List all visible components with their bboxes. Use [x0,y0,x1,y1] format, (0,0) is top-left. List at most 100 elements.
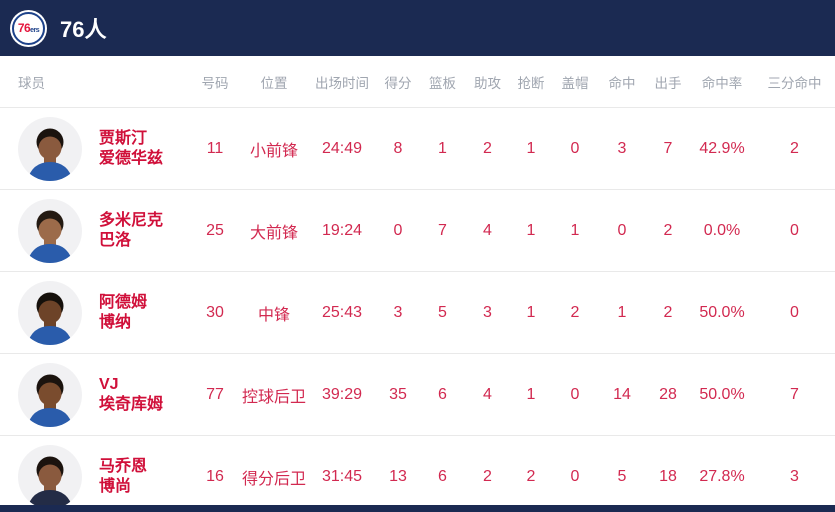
stat-rebounds: 5 [438,303,447,321]
stat-fga: 7 [663,139,673,157]
player-avatar [18,198,82,263]
column-blocks: 盖帽 [561,75,589,91]
player-name: 贾斯汀 爱德华兹 [99,129,164,167]
stat-fga: 2 [663,221,673,239]
column-steals: 抢断 [517,75,545,91]
column-minutes: 出场时间 [315,75,369,91]
column-rebounds: 篮板 [429,75,456,91]
player-avatar [18,280,82,345]
stat-steals: 2 [526,467,536,485]
player-name: VJ 埃奇库姆 [99,375,164,413]
stat-fgm: 1 [617,303,627,321]
player-photo-icon [27,456,73,509]
stat-number: 11 [206,139,224,157]
player-row[interactable]: 阿德姆 博纳 30 中锋 25:43 3 5 3 1 2 1 2 50.0% 0 [0,272,835,354]
player-photo-icon [27,292,73,345]
stat-fgm: 3 [617,139,627,157]
stat-number: 16 [206,467,224,485]
stat-steals: 1 [526,303,536,321]
stat-fga: 2 [663,303,673,321]
column-number: 号码 [201,75,229,91]
player-cell: 马乔恩 博尚 [0,444,190,509]
stat-fg-pct: 27.8% [699,467,745,485]
column-fgm: 命中 [608,75,636,91]
stat-minutes: 19:24 [321,221,363,239]
player-name: 马乔恩 博尚 [99,457,148,495]
player-name: 多米尼克 巴洛 [99,211,164,249]
column-assists: 助攻 [474,75,501,91]
team-name: 76人 [60,17,107,42]
stat-assists: 4 [483,221,492,239]
stat-points: 13 [389,467,407,485]
team-header-bar: 76ers 76人 [0,0,835,56]
stat-position: 中锋 [257,306,290,324]
player-row[interactable]: VJ 埃奇库姆 77 控球后卫 39:29 35 6 4 1 0 14 28 5… [0,354,835,436]
player-photo-icon [27,128,73,181]
stat-position: 小前锋 [249,142,298,160]
stat-fg-pct: 50.0% [699,303,745,321]
stat-rebounds: 1 [438,139,447,157]
player-row[interactable]: 贾斯汀 爱德华兹 11 小前锋 24:49 8 1 2 1 0 3 7 42.9… [0,108,835,190]
stat-rebounds: 7 [438,221,447,239]
stat-three-pm: 0 [790,303,799,321]
stat-fgm: 14 [613,385,631,403]
stat-points: 8 [393,139,403,157]
column-fg-pct: 命中率 [701,75,743,91]
stat-minutes: 31:45 [321,467,363,485]
player-table-body: 贾斯汀 爱德华兹 11 小前锋 24:49 8 1 2 1 0 3 7 42.9… [0,108,835,512]
player-cell: 阿德姆 博纳 [0,280,190,345]
player-avatar [18,116,82,181]
stat-blocks: 2 [570,303,580,321]
column-player: 球员 [18,75,45,91]
player-avatar [18,444,82,509]
bottom-bar [0,505,835,512]
player-name: 阿德姆 博纳 [99,293,148,331]
stat-assists: 2 [483,467,492,485]
table-header-row: 球员 号码 位置 出场时间 得分 篮板 助攻 抢断 盖帽 命中 出手 命中率 三… [0,56,835,108]
stat-assists: 4 [483,385,492,403]
stat-blocks: 0 [570,467,580,485]
stat-points: 0 [393,221,403,239]
stat-blocks: 0 [570,139,580,157]
stat-points: 35 [389,385,407,403]
stat-three-pm: 7 [790,385,799,403]
logo-number: 76ers [17,21,40,35]
player-row[interactable]: 马乔恩 博尚 16 得分后卫 31:45 13 6 2 2 0 5 18 27.… [0,436,835,512]
stat-position: 控球后卫 [241,388,306,406]
stat-position: 得分后卫 [241,470,306,488]
player-photo-icon [27,210,73,263]
player-cell: VJ 埃奇库姆 [0,362,190,427]
stat-three-pm: 2 [790,139,799,157]
player-photo-icon [27,374,73,427]
column-position: 位置 [260,75,288,91]
stat-position: 大前锋 [249,224,298,242]
stat-steals: 1 [526,139,536,157]
stat-fgm: 5 [617,467,627,485]
stat-fg-pct: 42.9% [699,139,745,157]
stat-rebounds: 6 [438,467,447,485]
column-fga: 出手 [654,75,682,91]
stat-points: 3 [393,303,403,321]
player-cell: 多米尼克 巴洛 [0,198,190,263]
stat-minutes: 25:43 [321,303,363,321]
player-row[interactable]: 多米尼克 巴洛 25 大前锋 19:24 0 7 4 1 1 0 2 0.0% … [0,190,835,272]
stat-assists: 3 [483,303,492,321]
stat-fga: 18 [659,467,677,485]
stat-fgm: 0 [617,221,627,239]
stat-rebounds: 6 [438,385,447,403]
stat-number: 77 [206,385,224,403]
stat-three-pm: 3 [790,467,799,485]
stat-number: 30 [206,303,224,321]
stat-fg-pct: 0.0% [703,221,741,239]
player-cell: 贾斯汀 爱德华兹 [0,116,190,181]
stat-assists: 2 [483,139,492,157]
column-three-pm: 三分命中 [767,75,822,91]
stat-three-pm: 0 [790,221,799,239]
stat-minutes: 24:49 [321,139,363,157]
stat-steals: 1 [526,385,536,403]
column-points: 得分 [384,75,412,91]
stat-fga: 28 [659,385,677,403]
stat-number: 25 [206,221,224,239]
stat-blocks: 0 [570,385,580,403]
